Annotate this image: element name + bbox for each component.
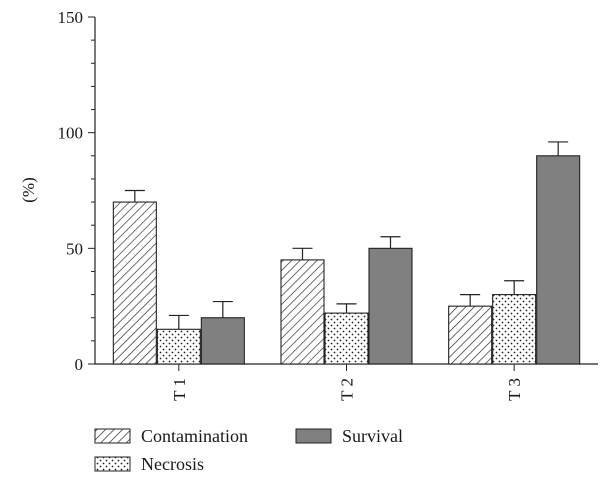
x-tick-label: T 3 [505,378,524,401]
bar-contamination [112,201,157,365]
legend: Contamination Necrosis Survival [94,426,403,474]
x-tick-label: T 1 [170,378,189,401]
legend-label: Necrosis [141,454,204,474]
bar-survival [536,155,581,365]
bar-survival [368,247,413,365]
bars [112,141,581,365]
y-tick-label: 150 [58,8,84,27]
legend-swatch-contamination [94,428,131,444]
bar-necrosis [324,312,369,365]
bar-survival [200,317,245,365]
legend-swatch-survival [295,428,332,444]
y-tick-label: 50 [66,239,83,258]
tick-labels: 0 50 100 150 T 1 T 2 T 3 [58,8,525,401]
legend-label: Contamination [141,426,248,446]
bar-contamination [280,259,325,365]
bar-necrosis [156,328,201,365]
y-axis-title: (%) [19,177,38,202]
bar-contamination [448,305,493,365]
bar-necrosis [492,294,537,365]
y-tick-label: 0 [75,355,84,374]
x-tick-label: T 2 [338,378,357,401]
legend-label: Survival [342,426,403,446]
y-tick-label: 100 [58,124,84,143]
legend-swatch-necrosis [94,456,131,472]
